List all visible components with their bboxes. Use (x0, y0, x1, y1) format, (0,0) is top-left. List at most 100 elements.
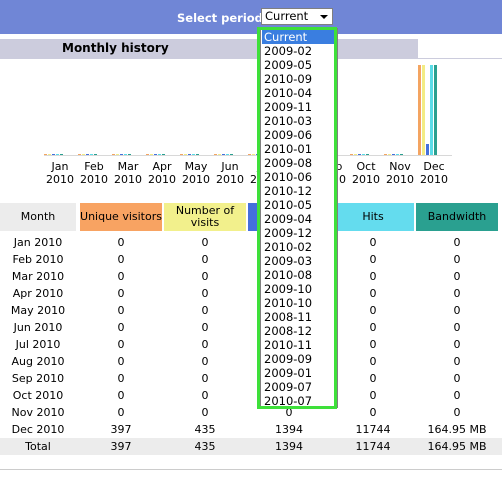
cell-visitors: 0 (117, 304, 125, 317)
month-name: Jun (221, 160, 239, 173)
cell-month: Nov 2010 (11, 406, 65, 419)
chart-bar (362, 154, 365, 155)
month-label: Jan 2010 (43, 160, 77, 186)
cell-visits: 0 (201, 406, 209, 419)
chart-bar (52, 154, 55, 155)
month-year: 2010 (352, 173, 380, 186)
chart-bar (124, 154, 127, 155)
period-option[interactable]: 2010-10 (264, 296, 313, 310)
section-header: Monthly history (0, 39, 418, 58)
month-year: 2010 (182, 173, 210, 186)
cell-visits: 0 (201, 372, 209, 385)
period-dropdown-list[interactable]: Current 2009-02 2009-05 2010-09 2010-04 2009-… (260, 28, 338, 408)
cell-bandwidth: 0 (453, 372, 461, 385)
period-option[interactable]: 2009-11 (264, 100, 313, 114)
month-name: Dec (423, 160, 445, 173)
cell-visitors: 0 (117, 389, 125, 402)
section-divider (0, 58, 502, 59)
cell-month: Jul 2010 (15, 338, 61, 351)
period-option[interactable]: 2009-12 (264, 226, 313, 240)
month-label: Apr 2010 (145, 160, 179, 186)
table-row: Dec 2010 397 435 1394 11744 164.95 MB (0, 421, 502, 438)
chart-bar (248, 154, 251, 155)
month-year: 2010 (420, 173, 448, 186)
cell-visits: 435 (194, 423, 216, 436)
chart-bar (422, 65, 425, 155)
cell-visitors: 0 (117, 338, 125, 351)
cell-bandwidth: 164.95 MB (427, 440, 487, 453)
chart-bar (256, 154, 259, 155)
period-option[interactable]: 2010-11 (264, 338, 313, 352)
table-total-row: Total 397 435 1394 11744 164.95 MB (0, 438, 502, 455)
month-name: Jan (51, 160, 69, 173)
cell-bandwidth: 0 (453, 270, 461, 283)
chart-bar (396, 154, 399, 155)
month-label: Dec 2010 (417, 160, 451, 186)
cell-month: Apr 2010 (12, 287, 64, 300)
chart-bar (400, 154, 403, 155)
chart-bar (116, 154, 119, 155)
period-option[interactable]: 2010-07 (264, 394, 313, 408)
cell-visitors: 0 (117, 287, 125, 300)
period-option[interactable]: 2009-04 (264, 212, 313, 226)
cell-month: Jan 2010 (13, 236, 63, 249)
period-option[interactable]: 2010-06 (264, 170, 313, 184)
cell-bandwidth: 0 (453, 253, 461, 266)
chart-bar (350, 154, 353, 155)
period-option[interactable]: 2010-09 (264, 72, 313, 86)
select-period-label: Select period (177, 11, 263, 25)
period-option[interactable]: 2009-03 (264, 254, 313, 268)
month-label: May 2010 (179, 160, 213, 186)
period-option[interactable]: 2009-01 (264, 366, 313, 380)
chart-bar (222, 154, 225, 155)
cell-hits: 0 (369, 372, 377, 385)
period-option[interactable]: 2010-04 (264, 86, 313, 100)
cell-hits: 0 (369, 287, 377, 300)
cell-visits: 0 (201, 338, 209, 351)
month-label: Mar 2010 (111, 160, 145, 186)
period-option[interactable]: 2010-08 (264, 268, 313, 282)
month-year: 2010 (46, 173, 74, 186)
period-option[interactable]: 2009-08 (264, 156, 313, 170)
month-label: Feb 2010 (77, 160, 111, 186)
chart-bar (56, 154, 59, 155)
chart-bar (358, 154, 361, 155)
cell-hits: 0 (369, 338, 377, 351)
period-option[interactable]: 2008-12 (264, 324, 313, 338)
period-option[interactable]: 2010-01 (264, 142, 313, 156)
period-option[interactable]: 2008-11 (264, 310, 313, 324)
month-year: 2010 (80, 173, 108, 186)
chart-bar (128, 154, 131, 155)
period-select[interactable]: Current (261, 8, 333, 25)
period-option[interactable]: 2009-06 (264, 128, 313, 142)
period-option[interactable]: Current (262, 30, 337, 44)
period-option[interactable]: 2010-03 (264, 114, 313, 128)
chart-bar (366, 154, 369, 155)
period-option[interactable]: 2010-02 (264, 240, 313, 254)
month-label: Jun 2010 (213, 160, 247, 186)
chart-bar (150, 154, 153, 155)
cell-hits: 11744 (355, 423, 391, 436)
cell-hits: 0 (369, 253, 377, 266)
period-option[interactable]: 2010-05 (264, 198, 313, 212)
cell-visits: 0 (201, 389, 209, 402)
cell-visitors: 397 (110, 440, 132, 453)
period-option[interactable]: 2009-09 (264, 352, 313, 366)
cell-hits: 0 (369, 321, 377, 334)
period-option[interactable]: 2009-02 (264, 44, 313, 58)
period-option[interactable]: 2009-10 (264, 282, 313, 296)
period-option[interactable]: 2010-12 (264, 184, 313, 198)
period-option[interactable]: 2009-05 (264, 58, 313, 72)
month-name: Nov (389, 160, 411, 173)
period-option[interactable]: 2009-07 (264, 380, 313, 394)
month-year: 2010 (216, 173, 244, 186)
chart-bar (430, 65, 433, 155)
